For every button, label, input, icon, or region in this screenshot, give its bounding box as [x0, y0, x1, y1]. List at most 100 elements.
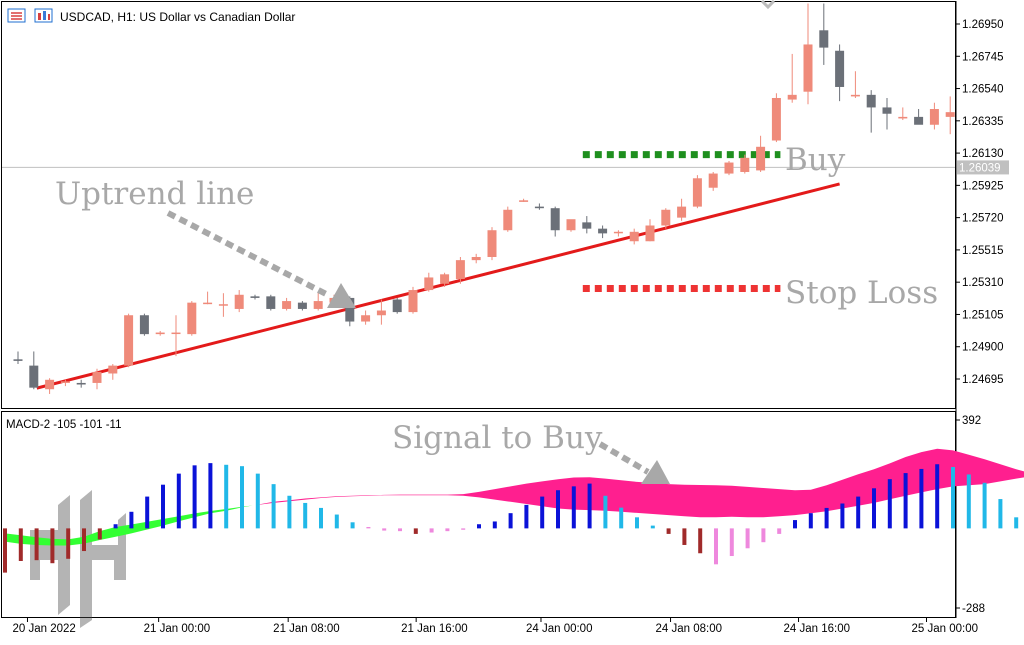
- candle-body: [613, 231, 623, 234]
- chart-bars-icon[interactable]: [34, 8, 53, 23]
- candle-body: [203, 302, 213, 305]
- candle-body: [345, 297, 355, 322]
- histogram-bar: [793, 520, 797, 529]
- candle-body: [771, 97, 781, 141]
- candle: [187, 301, 197, 336]
- histogram-bar: [319, 507, 323, 529]
- buy-annotation: Buy: [785, 142, 846, 178]
- histogram-bar: [698, 528, 703, 554]
- candle: [677, 198, 687, 221]
- histogram-bar: [840, 503, 845, 529]
- histogram-bar: [571, 486, 576, 529]
- candle: [471, 253, 481, 264]
- candle: [455, 256, 465, 284]
- candle-body: [13, 359, 23, 361]
- histogram-bar: [208, 463, 213, 529]
- histogram-bar: [413, 528, 418, 534]
- price-tick-label: 1.24900: [962, 342, 1004, 354]
- candle-body: [218, 304, 228, 306]
- candle: [534, 203, 544, 210]
- candle: [756, 135, 766, 172]
- candle: [92, 368, 102, 390]
- watermark-left-stroke: [30, 495, 70, 615]
- candle-body: [692, 178, 702, 207]
- candle-body: [139, 315, 149, 335]
- candle: [550, 206, 560, 237]
- candle-body: [392, 299, 402, 313]
- candle-body: [519, 200, 529, 202]
- candle-body: [677, 206, 687, 218]
- histogram-bar: [461, 528, 466, 530]
- candle: [661, 208, 671, 229]
- time-tick-label: 20 Jan 2022: [12, 623, 75, 635]
- candle: [771, 93, 781, 143]
- candle-body: [108, 365, 118, 374]
- histogram-bar: [18, 528, 23, 561]
- candle-body: [171, 332, 181, 335]
- candle: [376, 299, 386, 325]
- histogram-bar: [619, 507, 624, 529]
- candle-body: [424, 277, 434, 291]
- price-tick-label: 1.24695: [962, 374, 1004, 386]
- candle: [139, 313, 149, 336]
- candle: [282, 297, 292, 311]
- price-tick-label: 1.25925: [962, 180, 1004, 192]
- histogram-bar: [635, 517, 639, 529]
- histogram-bar: [951, 467, 955, 529]
- price-tick-label: 1.26335: [962, 116, 1004, 128]
- candle-body: [45, 379, 55, 390]
- candle-body: [234, 294, 244, 309]
- candle: [203, 291, 213, 305]
- candle: [29, 351, 39, 390]
- histogram-bar: [603, 495, 608, 529]
- candle: [708, 171, 718, 191]
- candle-body: [534, 206, 544, 209]
- histogram-bar: [82, 528, 86, 552]
- candle-body: [914, 116, 924, 125]
- histogram-bar: [903, 473, 908, 529]
- price-tick-label: 1.25310: [962, 277, 1004, 289]
- candle: [787, 53, 797, 103]
- candle-body: [898, 116, 908, 119]
- candle: [566, 219, 576, 232]
- candle: [582, 216, 592, 234]
- candle-body: [661, 209, 671, 226]
- histogram-bar: [350, 522, 355, 529]
- histogram-bar: [192, 465, 197, 529]
- macd-tick-label: 392: [962, 415, 981, 427]
- candle-body: [124, 315, 134, 366]
- macd-axis: 392 -288: [956, 415, 985, 615]
- cloud-bearish-segment: [257, 448, 1024, 518]
- candle-body: [313, 301, 323, 309]
- watermark-right-stroke: [80, 490, 126, 628]
- histogram-bar: [382, 528, 387, 531]
- current-price-badge: 1.26039: [957, 160, 1009, 175]
- candle: [803, 3, 813, 105]
- price-tick-label: 1.26130: [962, 148, 1004, 160]
- chart-list-icon[interactable]: [7, 8, 26, 23]
- candle-body: [455, 260, 465, 280]
- candle-body: [945, 112, 955, 117]
- candle: [724, 160, 734, 176]
- price-tick-label: 1.26745: [962, 51, 1004, 63]
- candle: [266, 294, 276, 311]
- histogram-bar: [919, 468, 924, 529]
- candle: [234, 290, 244, 313]
- candle: [155, 330, 165, 336]
- trendline-segment: [36, 182, 840, 390]
- histogram-bar: [97, 528, 102, 540]
- histogram-bar: [524, 504, 529, 529]
- candle-body: [361, 315, 371, 322]
- candle: [408, 286, 418, 314]
- candle: [945, 96, 955, 135]
- time-axis: 20 Jan 2022 21 Jan 00:00 21 Jan 08:00 21 Ja…: [12, 618, 978, 635]
- cloud-bullish-segment: [5, 505, 253, 546]
- histogram-bar: [666, 528, 671, 534]
- stop-loss-annotation: Stop Loss: [785, 275, 938, 311]
- candle-body: [76, 382, 86, 385]
- histogram-bar: [824, 507, 829, 529]
- symbol-title: USDCAD, H1: US Dollar vs Canadian Dollar: [60, 10, 295, 24]
- histogram-bar: [34, 528, 39, 561]
- candle-body: [819, 30, 829, 48]
- candle: [740, 154, 750, 174]
